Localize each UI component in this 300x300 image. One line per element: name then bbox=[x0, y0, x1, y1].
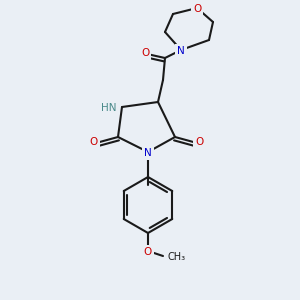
Text: O: O bbox=[141, 48, 149, 58]
Text: N: N bbox=[177, 46, 185, 56]
Text: HN: HN bbox=[100, 103, 116, 113]
Text: O: O bbox=[90, 137, 98, 147]
Text: O: O bbox=[195, 137, 203, 147]
Text: O: O bbox=[193, 4, 201, 14]
Text: O: O bbox=[144, 247, 152, 257]
Text: N: N bbox=[144, 148, 152, 158]
Text: O: O bbox=[144, 247, 152, 257]
Text: CH₃: CH₃ bbox=[167, 252, 185, 262]
